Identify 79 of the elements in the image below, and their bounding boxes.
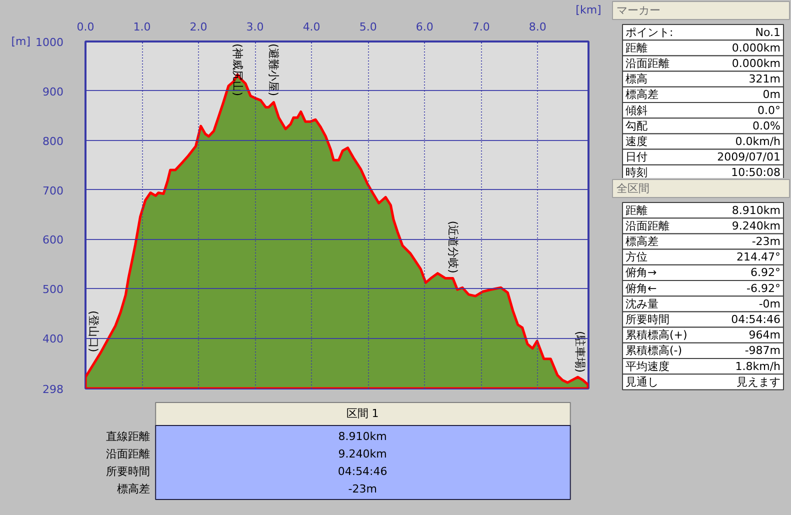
text: 214.47°	[736, 250, 781, 264]
text: 距離	[626, 41, 648, 54]
text: 時刻	[626, 166, 648, 180]
text: 1.8km/h	[735, 360, 781, 373]
text: 0.000km	[732, 57, 780, 70]
text: 321m	[748, 72, 781, 86]
y-tick-label: 400	[42, 332, 64, 346]
text: 所要時間	[106, 464, 150, 478]
y-tick-label: 500	[42, 283, 64, 296]
text: 標高	[626, 72, 648, 86]
text: 俯角←	[626, 282, 657, 295]
text: 勾配	[626, 119, 648, 132]
text: 距離	[626, 204, 648, 217]
text: 方位	[626, 250, 648, 264]
text: 見えます	[736, 375, 780, 388]
text: 2009/07/01	[717, 150, 781, 164]
x-tick-label: 2.0	[190, 20, 208, 34]
y-tick-label: 600	[42, 234, 64, 247]
text: 所要時間	[626, 313, 670, 326]
text: 見通し	[626, 375, 658, 388]
text: ポイント:	[626, 26, 674, 39]
text: 区間 1	[346, 407, 379, 420]
text: 6.92°	[750, 266, 781, 280]
text: 0.0%	[752, 119, 781, 132]
x-axis-title: [km]	[576, 4, 602, 16]
text: 沿面距離	[626, 219, 670, 232]
x-tick-label: 6.0	[416, 20, 434, 34]
text: 俯角→	[626, 266, 657, 280]
text: 沈み量	[626, 297, 658, 310]
annotation: (駐車場)	[573, 330, 586, 373]
text: -6.92°	[746, 282, 781, 295]
y-tick-label: 700	[42, 184, 64, 198]
x-tick-label: 5.0	[359, 20, 377, 34]
annotation: (登山口)	[87, 310, 100, 352]
x-tick-label: 7.0	[472, 20, 490, 34]
x-tick-label: 8.0	[528, 20, 546, 34]
text: 04:54:46	[731, 313, 781, 326]
text: 0.0km/h	[735, 135, 781, 148]
text: 10:50:08	[731, 166, 781, 180]
text: 04:54:46	[338, 464, 388, 478]
text: マーカー	[616, 4, 660, 17]
text: 0m	[762, 88, 781, 102]
text: 速度	[626, 135, 648, 148]
text: -0m	[758, 297, 781, 310]
text: 964m	[748, 328, 781, 342]
x-tick-label: 3.0	[246, 20, 264, 34]
text: 標高差	[626, 235, 658, 248]
text: No.1	[755, 26, 781, 39]
text: 日付	[626, 150, 648, 164]
text: 全区間	[616, 182, 650, 195]
annotation: (近道分岐)	[446, 220, 460, 274]
text: -987m	[744, 344, 781, 358]
text: 9.240km	[338, 447, 387, 460]
x-tick-label: 4.0	[302, 20, 320, 34]
x-tick-label: 0.0	[76, 20, 94, 34]
y-axis-title: [m]	[11, 35, 31, 48]
text: 傾斜	[626, 104, 648, 117]
text: 累積標高(+)	[626, 328, 688, 342]
text: 沿面距離	[626, 57, 670, 70]
x-tick-label: 1.0	[133, 20, 151, 34]
text: 平均速度	[626, 360, 670, 373]
text: 標高差	[626, 88, 658, 102]
text: 8.910km	[732, 204, 780, 217]
text: -23m	[348, 482, 377, 496]
text: 0.0°	[758, 104, 781, 117]
annotation: (神威尻山)	[231, 44, 244, 96]
text: 9.240km	[732, 219, 780, 232]
text: 8.910km	[338, 430, 387, 443]
y-tick-label: 800	[42, 134, 64, 148]
text: 累積標高(-)	[626, 344, 682, 358]
text: 0.000km	[732, 41, 780, 54]
y-tick-label: 1000	[36, 36, 64, 49]
annotation: (避難小屋)	[267, 44, 280, 96]
text: -23m	[752, 235, 781, 248]
text: 標高差	[116, 482, 150, 496]
text: 直線距離	[106, 430, 150, 443]
y-tick-label: 900	[42, 85, 64, 98]
text: 沿面距離	[106, 447, 150, 460]
y-tick-label: 298	[42, 383, 64, 396]
